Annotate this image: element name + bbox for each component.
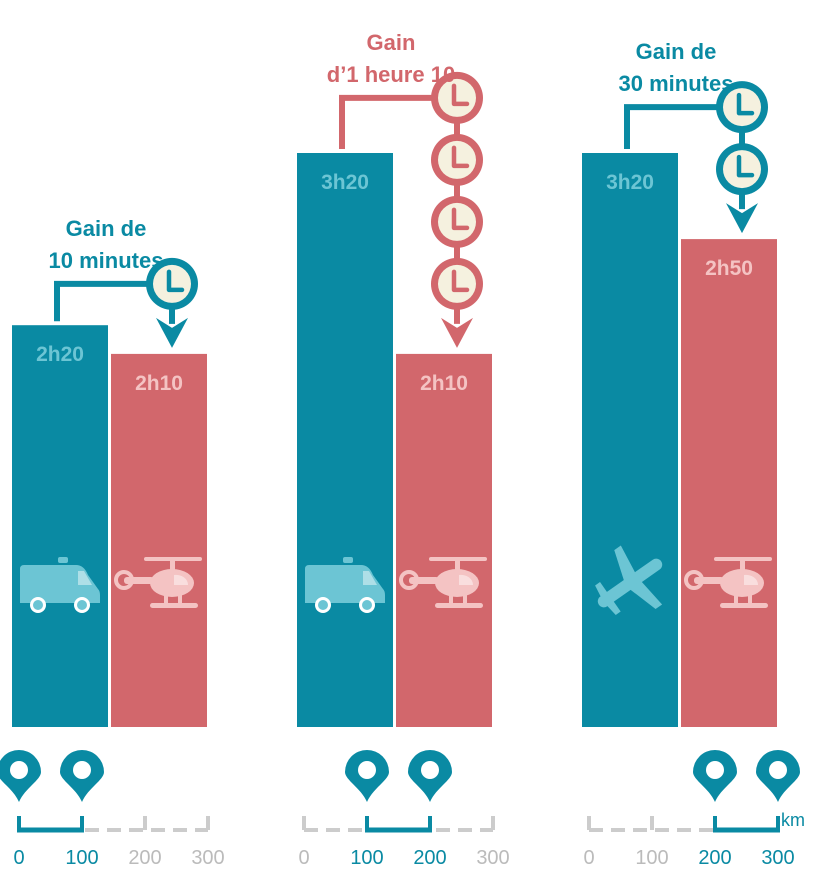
distance-tick-label: 100 [350,847,383,869]
distance-tick-label: 0 [13,847,24,869]
distance-tick-label: 300 [191,847,224,869]
distance-tick-label: 300 [476,847,509,869]
clock-icon [431,195,483,248]
gain-connector-line [339,94,457,149]
bar-helicopter [681,239,777,727]
bar-helicopter [111,353,207,727]
distance-tick-label: 200 [698,847,731,869]
clock-icon [431,133,483,186]
gain-label: Gain de [66,216,147,241]
gain-label: Gain de [636,39,717,64]
chart-group: 3h20 2h50 Gain de 30 minutes 0 100 200 300 [582,39,800,869]
clock-icon [716,81,768,134]
bar-reference [12,325,108,727]
helicopter-icon [684,557,772,608]
gain-arrow-head [441,317,473,348]
gain-label: Gain [367,30,416,55]
distance-tick-label: 200 [128,847,161,869]
gain-connector-line [624,104,742,149]
bar-reference [582,153,678,727]
bar-value-label: 2h10 [135,372,183,395]
chart-group: 3h20 2h10 Gain d’1 heure 10 0 100 200 300 [297,30,510,869]
clock-icon [716,143,768,196]
bar-value-label: 3h20 [321,171,369,194]
clock-icon [431,257,483,310]
bar-reference [297,153,393,727]
bar-value-label: 2h20 [36,343,84,366]
bar-value-label: 3h20 [606,171,654,194]
location-pin-icon [344,749,389,802]
airplane-icon [595,545,663,615]
location-pin-icon [756,750,800,802]
gain-label: d’1 heure 10 [327,62,455,87]
helicopter-icon [114,557,202,608]
chart-group: 2h20 2h10 Gain de 10 minutes 0 100 200 300 [0,216,225,869]
distance-tick-label: 300 [761,847,794,869]
location-pin-icon [693,750,737,802]
bar-helicopter [396,353,492,727]
helicopter-icon [399,557,487,608]
location-pin-icon [408,750,452,802]
gain-arrow-head [726,203,758,234]
ambulance-icon [20,557,100,613]
distance-tick-label: 0 [583,847,594,869]
gain-arrow-head [156,317,188,348]
clock-icon [431,71,483,124]
bar-value-label: 2h10 [420,372,468,395]
location-pin-icon [60,750,104,802]
clock-icon [146,257,198,310]
distance-tick-label: 100 [635,847,668,869]
bar-value-label: 2h50 [705,257,753,280]
gain-label: 30 minutes [619,71,734,96]
location-pin-icon [0,750,41,802]
distance-tick-label: 0 [298,847,309,869]
distance-tick-label: 200 [413,847,446,869]
gain-connector-line [54,280,172,322]
km-unit-label: km [781,810,805,830]
ambulance-icon [305,557,385,613]
gain-label: 10 minutes [49,248,164,273]
distance-tick-label: 100 [65,847,98,869]
